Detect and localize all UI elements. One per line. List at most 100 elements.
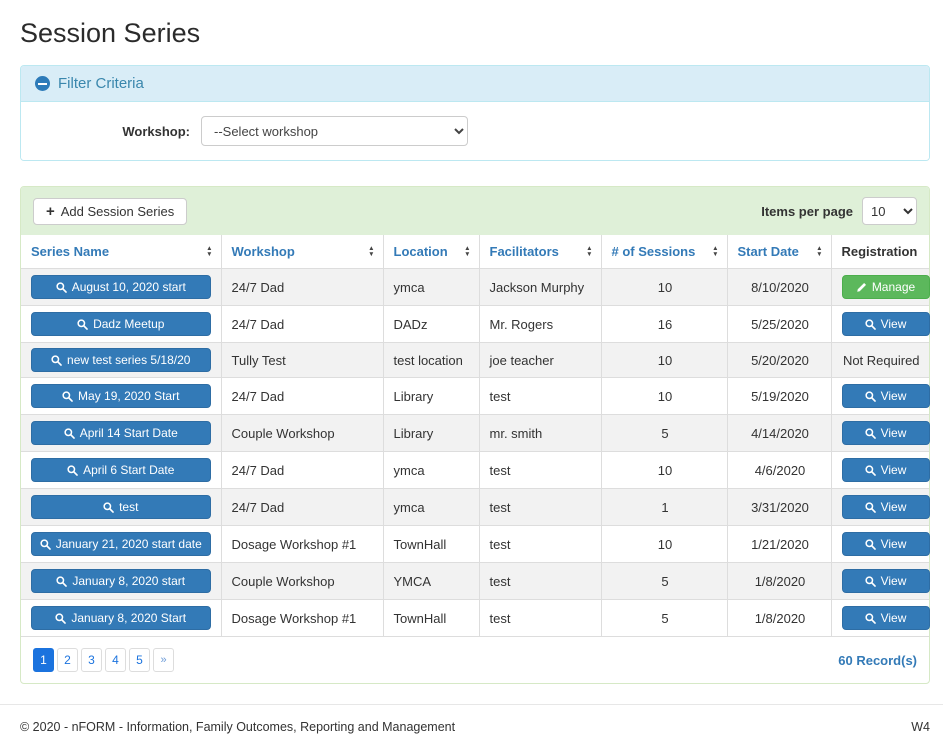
start-date-cell: 4/14/2020	[727, 414, 832, 452]
sort-icon[interactable]: ▲ ▼	[368, 245, 375, 258]
manage-registration-button[interactable]: Manage	[841, 275, 930, 299]
workshop-cell: Couple Workshop	[221, 562, 384, 600]
view-registration-button[interactable]: View	[841, 569, 930, 593]
start-date-cell: 5/19/2020	[727, 377, 832, 415]
page-button-1[interactable]: 1	[33, 648, 54, 672]
series-name-button[interactable]: April 6 Start Date	[31, 458, 211, 482]
facilitators-cell: test	[479, 599, 602, 637]
column-header-facilitators[interactable]: Facilitators ▲ ▼	[479, 235, 602, 269]
search-icon	[865, 575, 876, 587]
location-cell: ymca	[383, 488, 480, 526]
view-registration-button[interactable]: View	[841, 458, 930, 482]
column-label: Workshop	[231, 244, 295, 259]
sort-icon[interactable]: ▲ ▼	[464, 245, 471, 258]
column-header-start-date[interactable]: Start Date ▲ ▼	[727, 235, 832, 269]
column-label: Facilitators	[489, 244, 559, 259]
column-header-workshop[interactable]: Workshop ▲ ▼	[221, 235, 384, 269]
search-icon	[865, 612, 876, 624]
session-series-table: Series Name ▲ ▼ Workshop ▲ ▼ Location ▲ ▼ Facilit…	[21, 235, 930, 637]
search-icon	[40, 538, 51, 550]
view-registration-button[interactable]: View	[841, 495, 930, 519]
sort-icon[interactable]: ▲ ▼	[206, 245, 213, 258]
items-per-page-select[interactable]: 10	[862, 197, 917, 225]
num-sessions-cell: 5	[601, 562, 728, 600]
facilitators-cell: test	[479, 525, 602, 563]
series-name-button[interactable]: January 21, 2020 start date	[31, 532, 211, 556]
sort-icon[interactable]: ▲ ▼	[586, 245, 593, 258]
view-registration-button[interactable]: View	[841, 312, 930, 336]
series-name-cell: April 14 Start Date	[21, 414, 222, 452]
series-name-cell: January 8, 2020 Start	[21, 599, 222, 637]
plus-icon: +	[46, 202, 55, 220]
column-label: Series Name	[31, 244, 110, 259]
series-name-button[interactable]: new test series 5/18/20	[31, 348, 211, 372]
search-icon	[77, 318, 88, 330]
series-name-button[interactable]: April 14 Start Date	[31, 421, 211, 445]
page-button-4[interactable]: 4	[105, 648, 126, 672]
page-button-2[interactable]: 2	[57, 648, 78, 672]
num-sessions-cell: 5	[601, 599, 728, 637]
view-registration-button[interactable]: View	[841, 606, 930, 630]
num-sessions-cell: 10	[601, 451, 728, 489]
workshop-select[interactable]: --Select workshop	[201, 116, 468, 146]
table-row: January 21, 2020 start date Dosage Worksh…	[21, 525, 930, 563]
search-icon	[64, 427, 75, 439]
registration-status: Not Required	[842, 352, 920, 368]
view-registration-button[interactable]: View	[841, 421, 930, 445]
page-button-5[interactable]: 5	[129, 648, 150, 672]
search-icon	[865, 501, 876, 513]
table-body: August 10, 2020 start 24/7 Dad ymca Jackson…	[21, 268, 930, 637]
series-name-button[interactable]: test	[31, 495, 211, 519]
filter-criteria-label: Filter Criteria	[58, 75, 144, 92]
table-row: January 8, 2020 start Couple Workshop YMCA…	[21, 562, 930, 600]
series-name-button[interactable]: January 8, 2020 start	[31, 569, 211, 593]
search-icon	[865, 318, 876, 330]
num-sessions-cell: 16	[601, 305, 728, 343]
start-date-cell: 1/8/2020	[727, 562, 832, 600]
table-row: May 19, 2020 Start 24/7 Dad Library test 10 5…	[21, 377, 930, 415]
filter-criteria-header[interactable]: Filter Criteria	[21, 66, 929, 102]
search-icon	[62, 390, 73, 402]
registration-cell: View	[831, 377, 930, 415]
column-header-of-sessions[interactable]: # of Sessions ▲ ▼	[601, 235, 728, 269]
search-icon	[865, 464, 876, 476]
search-icon	[56, 575, 68, 587]
series-name-cell: January 21, 2020 start date	[21, 525, 222, 563]
search-icon	[67, 464, 78, 476]
search-icon	[103, 501, 114, 513]
sort-icon[interactable]: ▲ ▼	[712, 245, 719, 258]
filter-criteria-body: Workshop: --Select workshop	[21, 102, 929, 160]
series-name-button[interactable]: January 8, 2020 Start	[31, 606, 211, 630]
num-sessions-cell: 10	[601, 342, 728, 378]
series-name-button[interactable]: Dadz Meetup	[31, 312, 211, 336]
page-title: Session Series	[20, 18, 201, 48]
table-header-row: Series Name ▲ ▼ Workshop ▲ ▼ Location ▲ ▼ Facilit…	[21, 235, 929, 269]
search-icon	[55, 612, 67, 624]
view-registration-button[interactable]: View	[841, 532, 930, 556]
start-date-cell: 1/21/2020	[727, 525, 832, 563]
search-icon	[865, 390, 876, 402]
table-row: April 6 Start Date 24/7 Dad ymca test 10 4/6/…	[21, 451, 930, 489]
next-pages-button[interactable]: »	[153, 648, 174, 672]
table-row: January 8, 2020 Start Dosage Workshop #1 T…	[21, 599, 930, 637]
table-row: new test series 5/18/20 Tully Test test lo…	[21, 342, 929, 378]
sort-icon[interactable]: ▲ ▼	[816, 245, 823, 258]
column-header-location[interactable]: Location ▲ ▼	[383, 235, 480, 269]
collapse-minus-icon[interactable]	[35, 76, 50, 91]
workshop-cell: 24/7 Dad	[221, 488, 384, 526]
series-name-button[interactable]: May 19, 2020 Start	[31, 384, 211, 408]
page-button-3[interactable]: 3	[81, 648, 102, 672]
series-name-cell: test	[21, 488, 222, 526]
workshop-cell: 24/7 Dad	[221, 377, 384, 415]
add-session-series-button[interactable]: + Add Session Series	[33, 197, 188, 225]
view-registration-button[interactable]: View	[841, 384, 930, 408]
series-name-button[interactable]: August 10, 2020 start	[31, 275, 211, 299]
column-label: Location	[393, 244, 448, 259]
registration-cell: View	[831, 488, 930, 526]
workshop-cell: Dosage Workshop #1	[221, 599, 384, 637]
series-name-cell: January 8, 2020 start	[21, 562, 222, 600]
registration-cell: View	[831, 525, 930, 563]
facilitators-cell: Jackson Murphy	[479, 268, 602, 306]
column-header-series-name[interactable]: Series Name ▲ ▼	[21, 235, 222, 269]
start-date-cell: 1/8/2020	[727, 599, 832, 637]
